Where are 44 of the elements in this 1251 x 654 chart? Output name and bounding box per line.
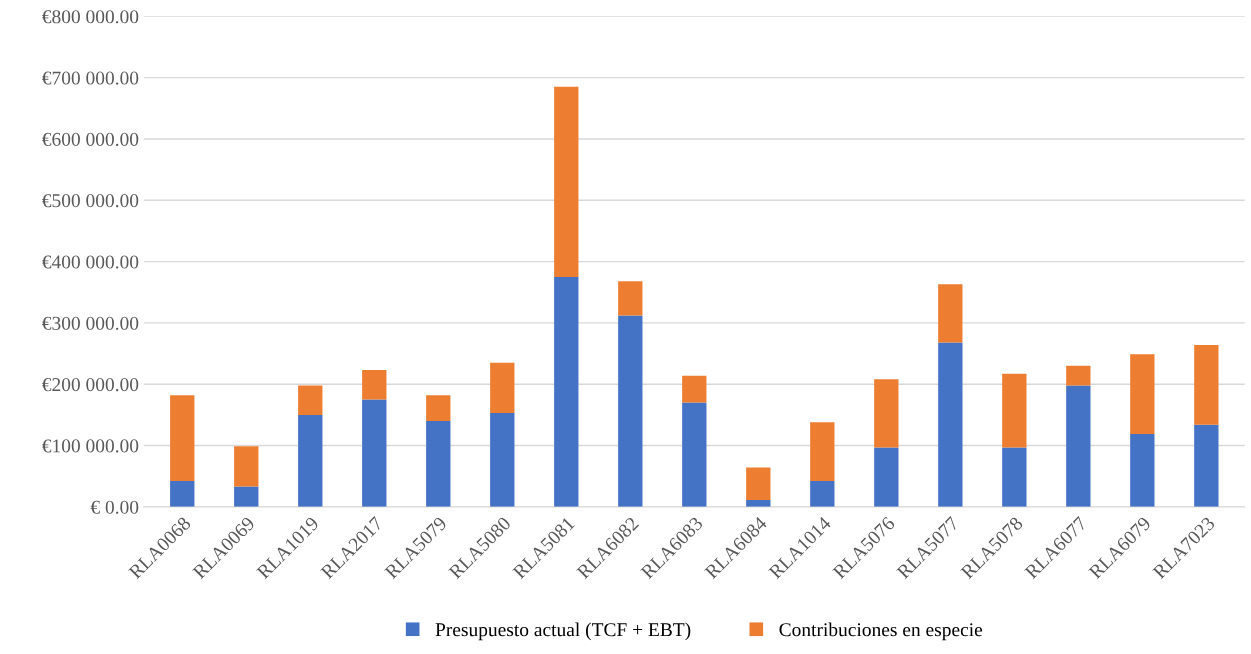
bar bbox=[874, 379, 899, 448]
bar bbox=[746, 467, 771, 501]
bar bbox=[682, 402, 707, 507]
bar bbox=[1002, 373, 1027, 448]
legend-label: Presupuesto actual (TCF + EBT) bbox=[435, 622, 691, 641]
bar bbox=[362, 399, 387, 507]
legend-label: Contribuciones en especie bbox=[779, 622, 983, 641]
bar bbox=[810, 422, 835, 482]
bar bbox=[618, 315, 643, 507]
y-tick-label: €500 000.00 bbox=[42, 194, 139, 208]
bar bbox=[938, 342, 963, 507]
bar bbox=[1194, 344, 1219, 425]
bar bbox=[554, 276, 579, 507]
y-tick-label: €700 000.00 bbox=[42, 71, 139, 85]
y-tick-label: €800 000.00 bbox=[42, 10, 139, 24]
bar bbox=[170, 395, 195, 482]
bar bbox=[170, 481, 195, 507]
y-tick-label: €200 000.00 bbox=[42, 378, 139, 392]
y-tick-label: € 0.00 bbox=[90, 500, 139, 514]
y-tick-label: €300 000.00 bbox=[42, 316, 139, 330]
bar bbox=[938, 284, 963, 343]
bar bbox=[298, 385, 323, 415]
bar bbox=[1066, 365, 1091, 386]
bar bbox=[426, 395, 451, 422]
bar bbox=[682, 375, 707, 403]
bar bbox=[234, 486, 259, 507]
bar bbox=[810, 481, 835, 507]
bar bbox=[362, 370, 387, 400]
bar bbox=[298, 414, 323, 507]
y-tick-label: €100 000.00 bbox=[42, 439, 139, 453]
y-tick-label: €600 000.00 bbox=[42, 132, 139, 146]
bar bbox=[1066, 385, 1091, 507]
bar bbox=[554, 86, 579, 277]
bar bbox=[1002, 447, 1027, 507]
bar bbox=[618, 281, 643, 316]
bar bbox=[1130, 354, 1155, 434]
bar bbox=[426, 421, 451, 507]
bar bbox=[490, 362, 515, 414]
bar bbox=[1194, 424, 1219, 507]
bar bbox=[234, 446, 259, 487]
y-tick-label: €400 000.00 bbox=[42, 255, 139, 269]
bar bbox=[1130, 433, 1155, 507]
bar bbox=[490, 413, 515, 507]
bar bbox=[874, 447, 899, 507]
